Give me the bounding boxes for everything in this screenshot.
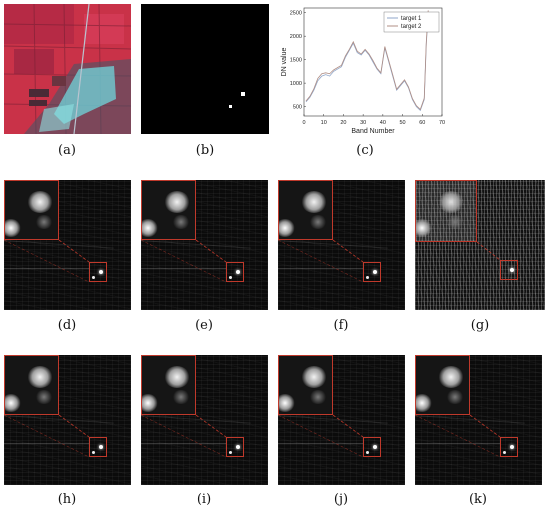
x-tick-label: 70 [439,120,445,126]
caption-b: (b) [195,143,215,158]
legend-label-2: target 2 [401,24,422,30]
detection-map-f [278,180,405,310]
caption-a: (a) [58,143,76,158]
roi-box [500,260,518,280]
zoom-inset [415,355,470,415]
caption-k: (k) [468,492,488,507]
caption-i: (i) [196,492,212,507]
caption-d: (d) [57,318,77,333]
detection-map-g [415,180,545,310]
detection-map-i [141,355,268,485]
y-tick-label: 500 [293,105,302,111]
y-tick-label: 1000 [290,81,302,87]
x-tick-label: 0 [302,120,305,126]
spectral-chart: 0 10 20 30 40 50 60 70 500 1000 1500 2000 2500 Band N… [281,7,445,135]
zoom-inset [4,180,59,240]
x-tick-label: 60 [419,120,425,126]
x-tick-label: 30 [360,120,366,126]
ground-truth-map [141,4,269,134]
y-tick-label: 2500 [290,11,302,17]
caption-c: (c) [356,143,374,158]
target-pixel-2 [229,105,232,108]
y-axis-label: DN value [281,48,288,77]
series-line-2 [305,10,429,111]
legend-label-1: target 1 [401,16,422,22]
legend-box [383,11,440,33]
roi-box [226,262,244,282]
false-color-image [4,4,131,134]
caption-h: (h) [57,492,77,507]
roi-box [226,437,244,457]
roi-box [363,437,381,457]
x-tick-label: 40 [380,120,386,126]
zoom-inset [141,180,196,240]
target-pixel-1 [241,92,245,96]
y-tick-label: 2000 [290,34,302,40]
zoom-inset [4,355,59,415]
detection-map-d [4,180,131,310]
y-tick-label: 1500 [290,58,302,64]
caption-j: (j) [333,492,349,507]
detection-map-k [415,355,542,485]
caption-g: (g) [470,318,490,333]
detection-map-h [4,355,131,485]
false-color-image-texture [4,4,131,134]
zoom-inset [141,355,196,415]
roi-box [89,437,107,457]
zoom-inset [278,355,333,415]
x-tick-label: 10 [321,120,327,126]
detection-map-j [278,355,405,485]
x-tick-label: 20 [340,120,346,126]
roi-box [89,262,107,282]
roi-box [363,262,381,282]
x-tick-label: 50 [400,120,406,126]
x-axis-label: Band Number [351,128,395,135]
zoom-inset [415,180,477,242]
detection-map-e [141,180,268,310]
roi-box [500,437,518,457]
caption-f: (f) [333,318,349,333]
caption-e: (e) [195,318,213,333]
zoom-inset [278,180,333,240]
